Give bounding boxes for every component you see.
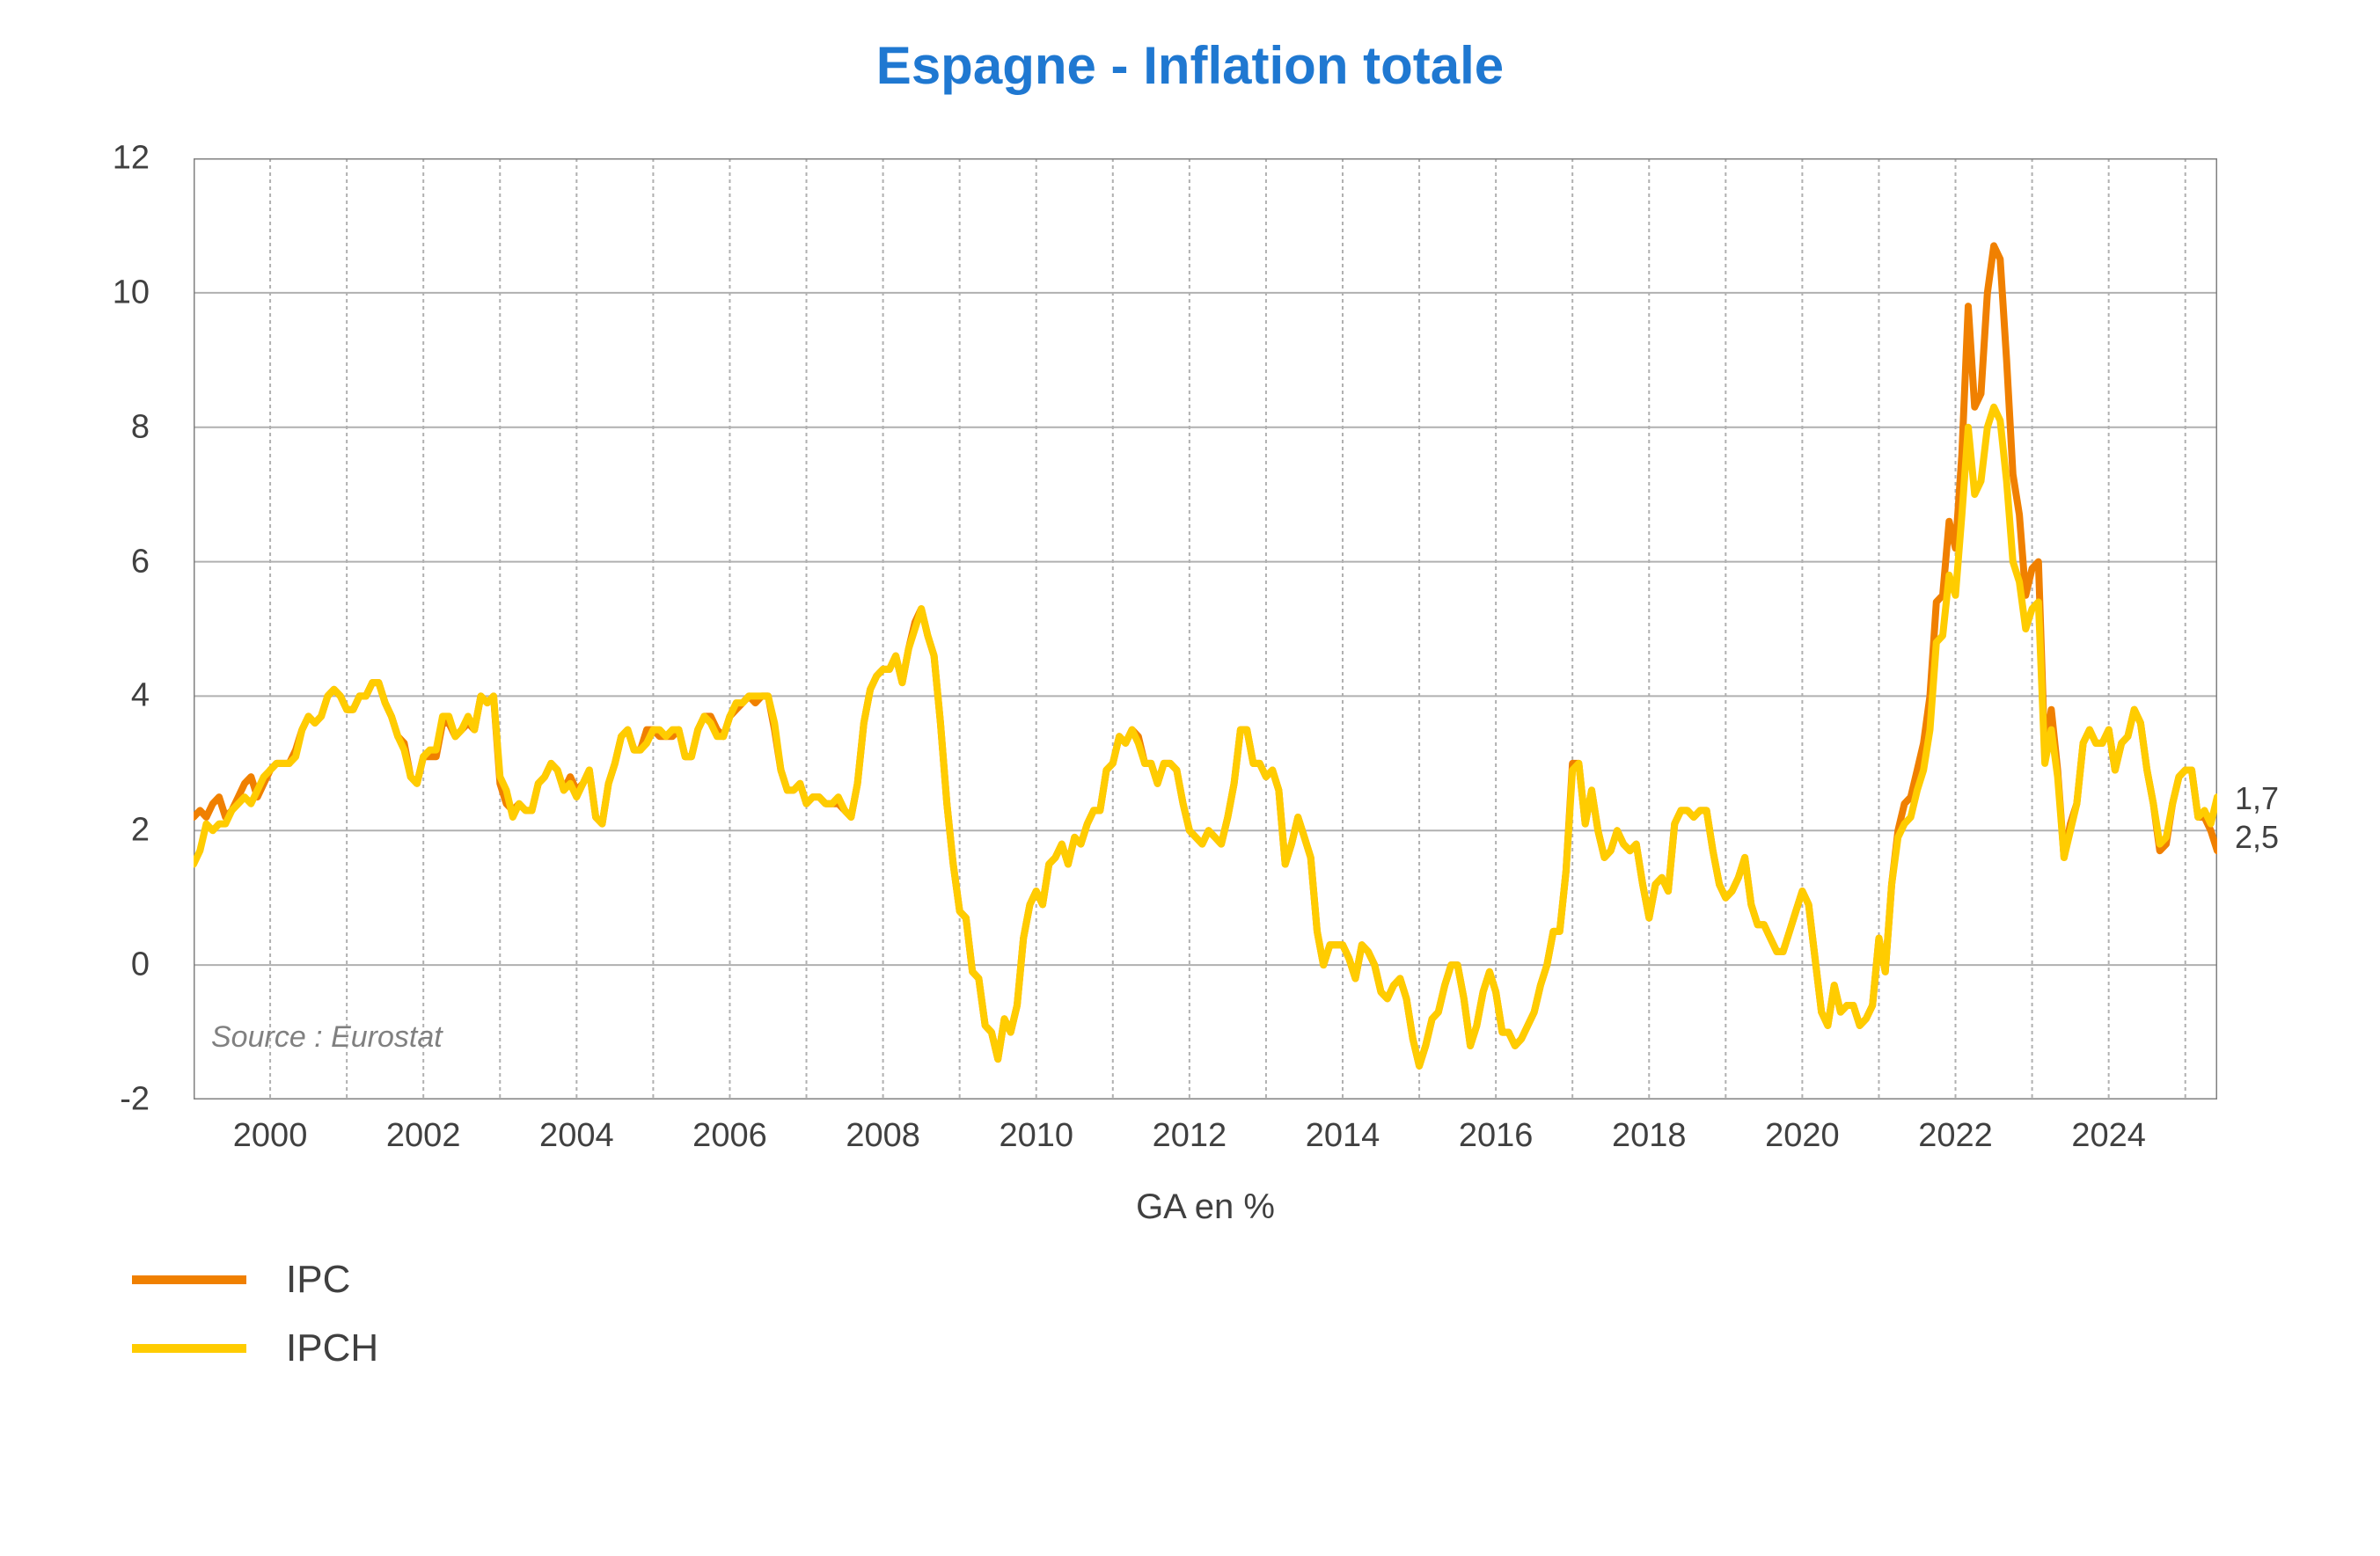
y-tick-label: 8 [131,408,150,446]
y-tick-label: 12 [113,140,150,178]
legend-item-ipc: IPC [132,1258,378,1302]
chart-container: Espagne - Inflation totale -2 0 2 4 6 8 10 12 2… [0,0,2380,1556]
x-tick-label: 2008 [846,1117,920,1155]
last-point-label-ipc: 1,7 [2235,780,2279,817]
legend-swatch-ipc [132,1275,246,1284]
x-tick-label: 2020 [1765,1117,1840,1155]
x-tick-label: 2012 [1153,1117,1227,1155]
x-tick-label: 2014 [1306,1117,1380,1155]
chart-title: Espagne - Inflation totale [0,35,2380,96]
legend: IPC IPCH [132,1258,378,1395]
y-axis: -2024681012 [0,158,176,1099]
legend-swatch-ipch [132,1344,246,1353]
y-tick-label: 10 [113,274,150,311]
last-point-label-ipch: 2,5 [2235,819,2279,856]
x-tick-label: 2024 [2071,1117,2146,1155]
source-label: Source : Eurostat [211,1020,443,1055]
y-tick-label: 4 [131,677,150,715]
y-tick-label: -2 [120,1081,150,1119]
x-tick-label: 2004 [539,1117,614,1155]
x-tick-label: 2022 [1918,1117,1993,1155]
x-axis: 2000 2002 2004 2006 2008 2010 2012 2014 2016 2018… [194,1117,2217,1170]
y-tick-label: 0 [131,946,150,984]
legend-label-ipc: IPC [286,1258,350,1302]
x-tick-label: 2000 [233,1117,308,1155]
x-tick-label: 2002 [386,1117,461,1155]
legend-label-ipch: IPCH [286,1326,378,1370]
chart-subtitle: GA en % [194,1187,2217,1227]
x-tick-label: 2018 [1612,1117,1687,1155]
legend-item-ipch: IPCH [132,1326,378,1370]
y-tick-label: 6 [131,543,150,581]
y-tick-label: 2 [131,812,150,850]
x-tick-label: 2006 [692,1117,767,1155]
x-tick-label: 2016 [1459,1117,1534,1155]
plot-area [194,158,2217,1099]
x-tick-label: 2010 [999,1117,1073,1155]
